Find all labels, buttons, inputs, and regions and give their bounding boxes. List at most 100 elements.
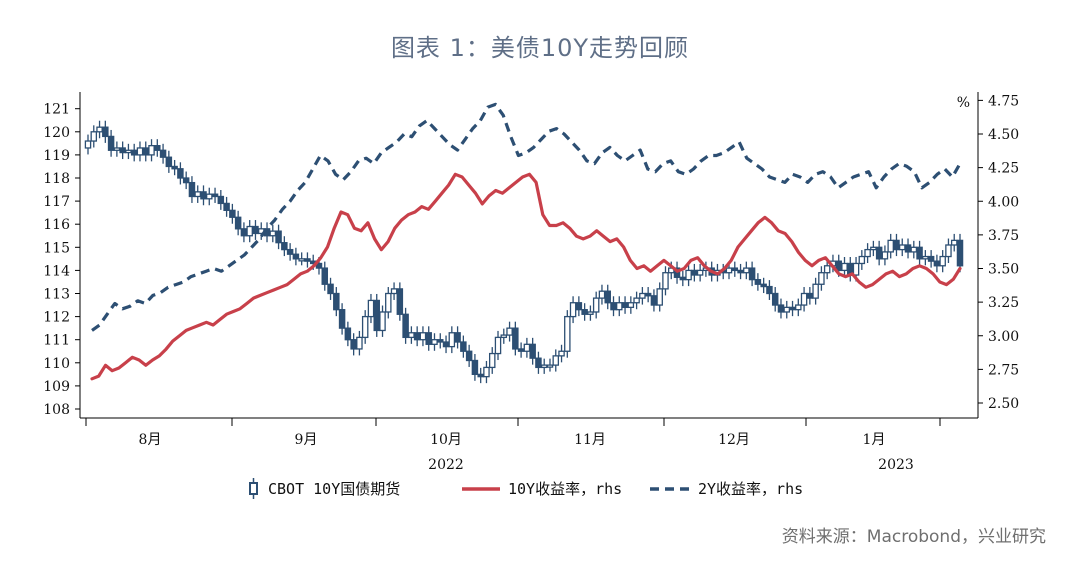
candle-body — [367, 299, 375, 318]
right-tick-label: 4.75 — [988, 93, 1019, 109]
left-tick-label: 119 — [43, 148, 70, 164]
candle-body — [96, 126, 103, 133]
candle-body — [899, 244, 906, 251]
candle-body — [223, 202, 230, 211]
candle-body — [448, 332, 456, 348]
left-tick-label: 115 — [43, 240, 70, 256]
candle-body — [587, 311, 594, 315]
candle-body — [818, 272, 825, 285]
candle-body — [696, 269, 704, 276]
candle-body — [240, 228, 248, 237]
candle-body — [535, 357, 542, 369]
left-tick-label: 114 — [43, 263, 70, 279]
candle-body — [598, 290, 606, 299]
candle-body — [841, 262, 848, 272]
candle-body — [945, 244, 952, 258]
candle-body — [338, 309, 346, 329]
candle-body — [881, 251, 889, 260]
candle-body — [171, 165, 178, 170]
left-tick-label: 111 — [43, 333, 70, 349]
right-tick-label: 4.25 — [988, 161, 1019, 177]
x-month-label: 10月 — [430, 432, 462, 448]
candle-body — [916, 246, 923, 260]
candle-body — [904, 244, 912, 253]
legend-label-2y: 2Y收益率，rhs — [698, 480, 803, 498]
candle-body — [165, 156, 173, 168]
left-tick-label: 118 — [43, 171, 70, 187]
candle-body — [413, 332, 421, 341]
left-tick-label: 108 — [43, 402, 70, 418]
candle-body — [685, 269, 692, 281]
right-tick-label: 3.75 — [988, 228, 1019, 244]
candle-body — [344, 327, 352, 341]
candle-body — [483, 366, 490, 378]
candle-body — [656, 288, 663, 306]
candle-body — [315, 262, 323, 269]
candle-body — [506, 327, 513, 336]
left-tick-label: 120 — [43, 125, 70, 141]
source-note: 资料来源：Macrobond，兴业研究 — [781, 527, 1046, 547]
x-year-label: 2023 — [878, 457, 914, 473]
candle-body — [113, 147, 121, 151]
candle-body — [252, 225, 259, 235]
candle-body — [644, 292, 652, 297]
candle-body — [950, 239, 958, 246]
x-month-label: 12月 — [718, 432, 750, 448]
left-tick-label: 121 — [43, 102, 70, 118]
candle-body — [910, 246, 918, 253]
candle-body — [494, 336, 502, 355]
candle-body — [812, 283, 819, 299]
candle-body — [771, 292, 779, 306]
x-month-label: 11月 — [574, 432, 606, 448]
candle-body — [650, 295, 658, 306]
left-tick-label: 112 — [43, 310, 70, 326]
candle-body — [512, 327, 519, 350]
candle-body — [800, 292, 808, 306]
candle-body — [286, 248, 294, 255]
candle-body — [823, 265, 831, 274]
candle-body — [558, 350, 565, 357]
candle-body — [864, 248, 871, 258]
candle-body — [350, 339, 357, 350]
legend-label-10y: 10Y收益率，rhs — [508, 480, 622, 498]
candle-body — [540, 364, 548, 369]
left-tick-label: 109 — [43, 379, 70, 395]
candle-body — [523, 343, 531, 352]
candle-body — [125, 149, 132, 154]
candle-body — [627, 302, 635, 309]
candle-body — [298, 258, 305, 262]
chart-title: 图表 1：美债10Y走势回顾 — [390, 34, 690, 62]
candle-body — [517, 348, 525, 352]
candle-body — [194, 191, 201, 198]
candle-body — [361, 315, 369, 339]
candle-body — [592, 297, 600, 313]
right-tick-label: 2.50 — [988, 396, 1019, 412]
candle-body — [396, 288, 404, 315]
candle-body — [471, 359, 479, 375]
candle-body — [281, 242, 288, 251]
candle-body — [783, 306, 791, 313]
candle-body — [188, 181, 196, 198]
candle-body — [789, 306, 796, 311]
candle-body — [460, 341, 467, 352]
left-tick-label: 113 — [43, 287, 70, 303]
candle-body — [437, 339, 444, 343]
candle-body — [806, 292, 814, 299]
candle-body — [200, 191, 207, 200]
right-tick-label: 3.00 — [988, 329, 1019, 345]
legend-candle-swatch — [249, 482, 258, 495]
candle-body — [939, 255, 946, 267]
candle-body — [500, 334, 508, 339]
candle-body — [610, 302, 617, 311]
candle-body — [760, 283, 767, 288]
candle-body — [795, 304, 802, 311]
candle-body — [777, 304, 785, 313]
candle-body — [546, 364, 554, 368]
candle-body — [564, 315, 571, 352]
candle-body — [621, 302, 629, 309]
candle-body — [229, 209, 236, 218]
candle-body — [569, 302, 577, 318]
candle-body — [431, 339, 438, 345]
candle-body — [743, 267, 750, 274]
candle-body — [402, 313, 409, 339]
